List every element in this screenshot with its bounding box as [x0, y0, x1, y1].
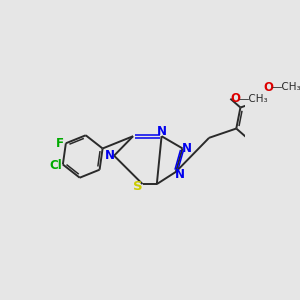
Text: N: N: [157, 125, 166, 138]
Text: Cl: Cl: [50, 159, 62, 172]
Text: S: S: [134, 180, 143, 193]
Text: N: N: [175, 168, 185, 181]
Text: O: O: [264, 81, 274, 94]
Text: —CH₃: —CH₃: [238, 94, 268, 104]
Text: —CH₃: —CH₃: [271, 82, 300, 92]
Text: F: F: [56, 137, 64, 150]
Text: N: N: [105, 149, 115, 162]
Text: N: N: [182, 142, 192, 155]
Text: O: O: [231, 92, 241, 105]
